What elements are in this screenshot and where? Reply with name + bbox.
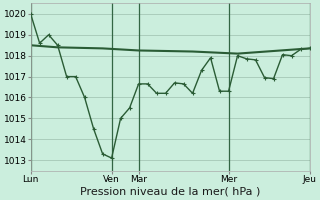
X-axis label: Pression niveau de la mer( hPa ): Pression niveau de la mer( hPa ) bbox=[80, 187, 260, 197]
